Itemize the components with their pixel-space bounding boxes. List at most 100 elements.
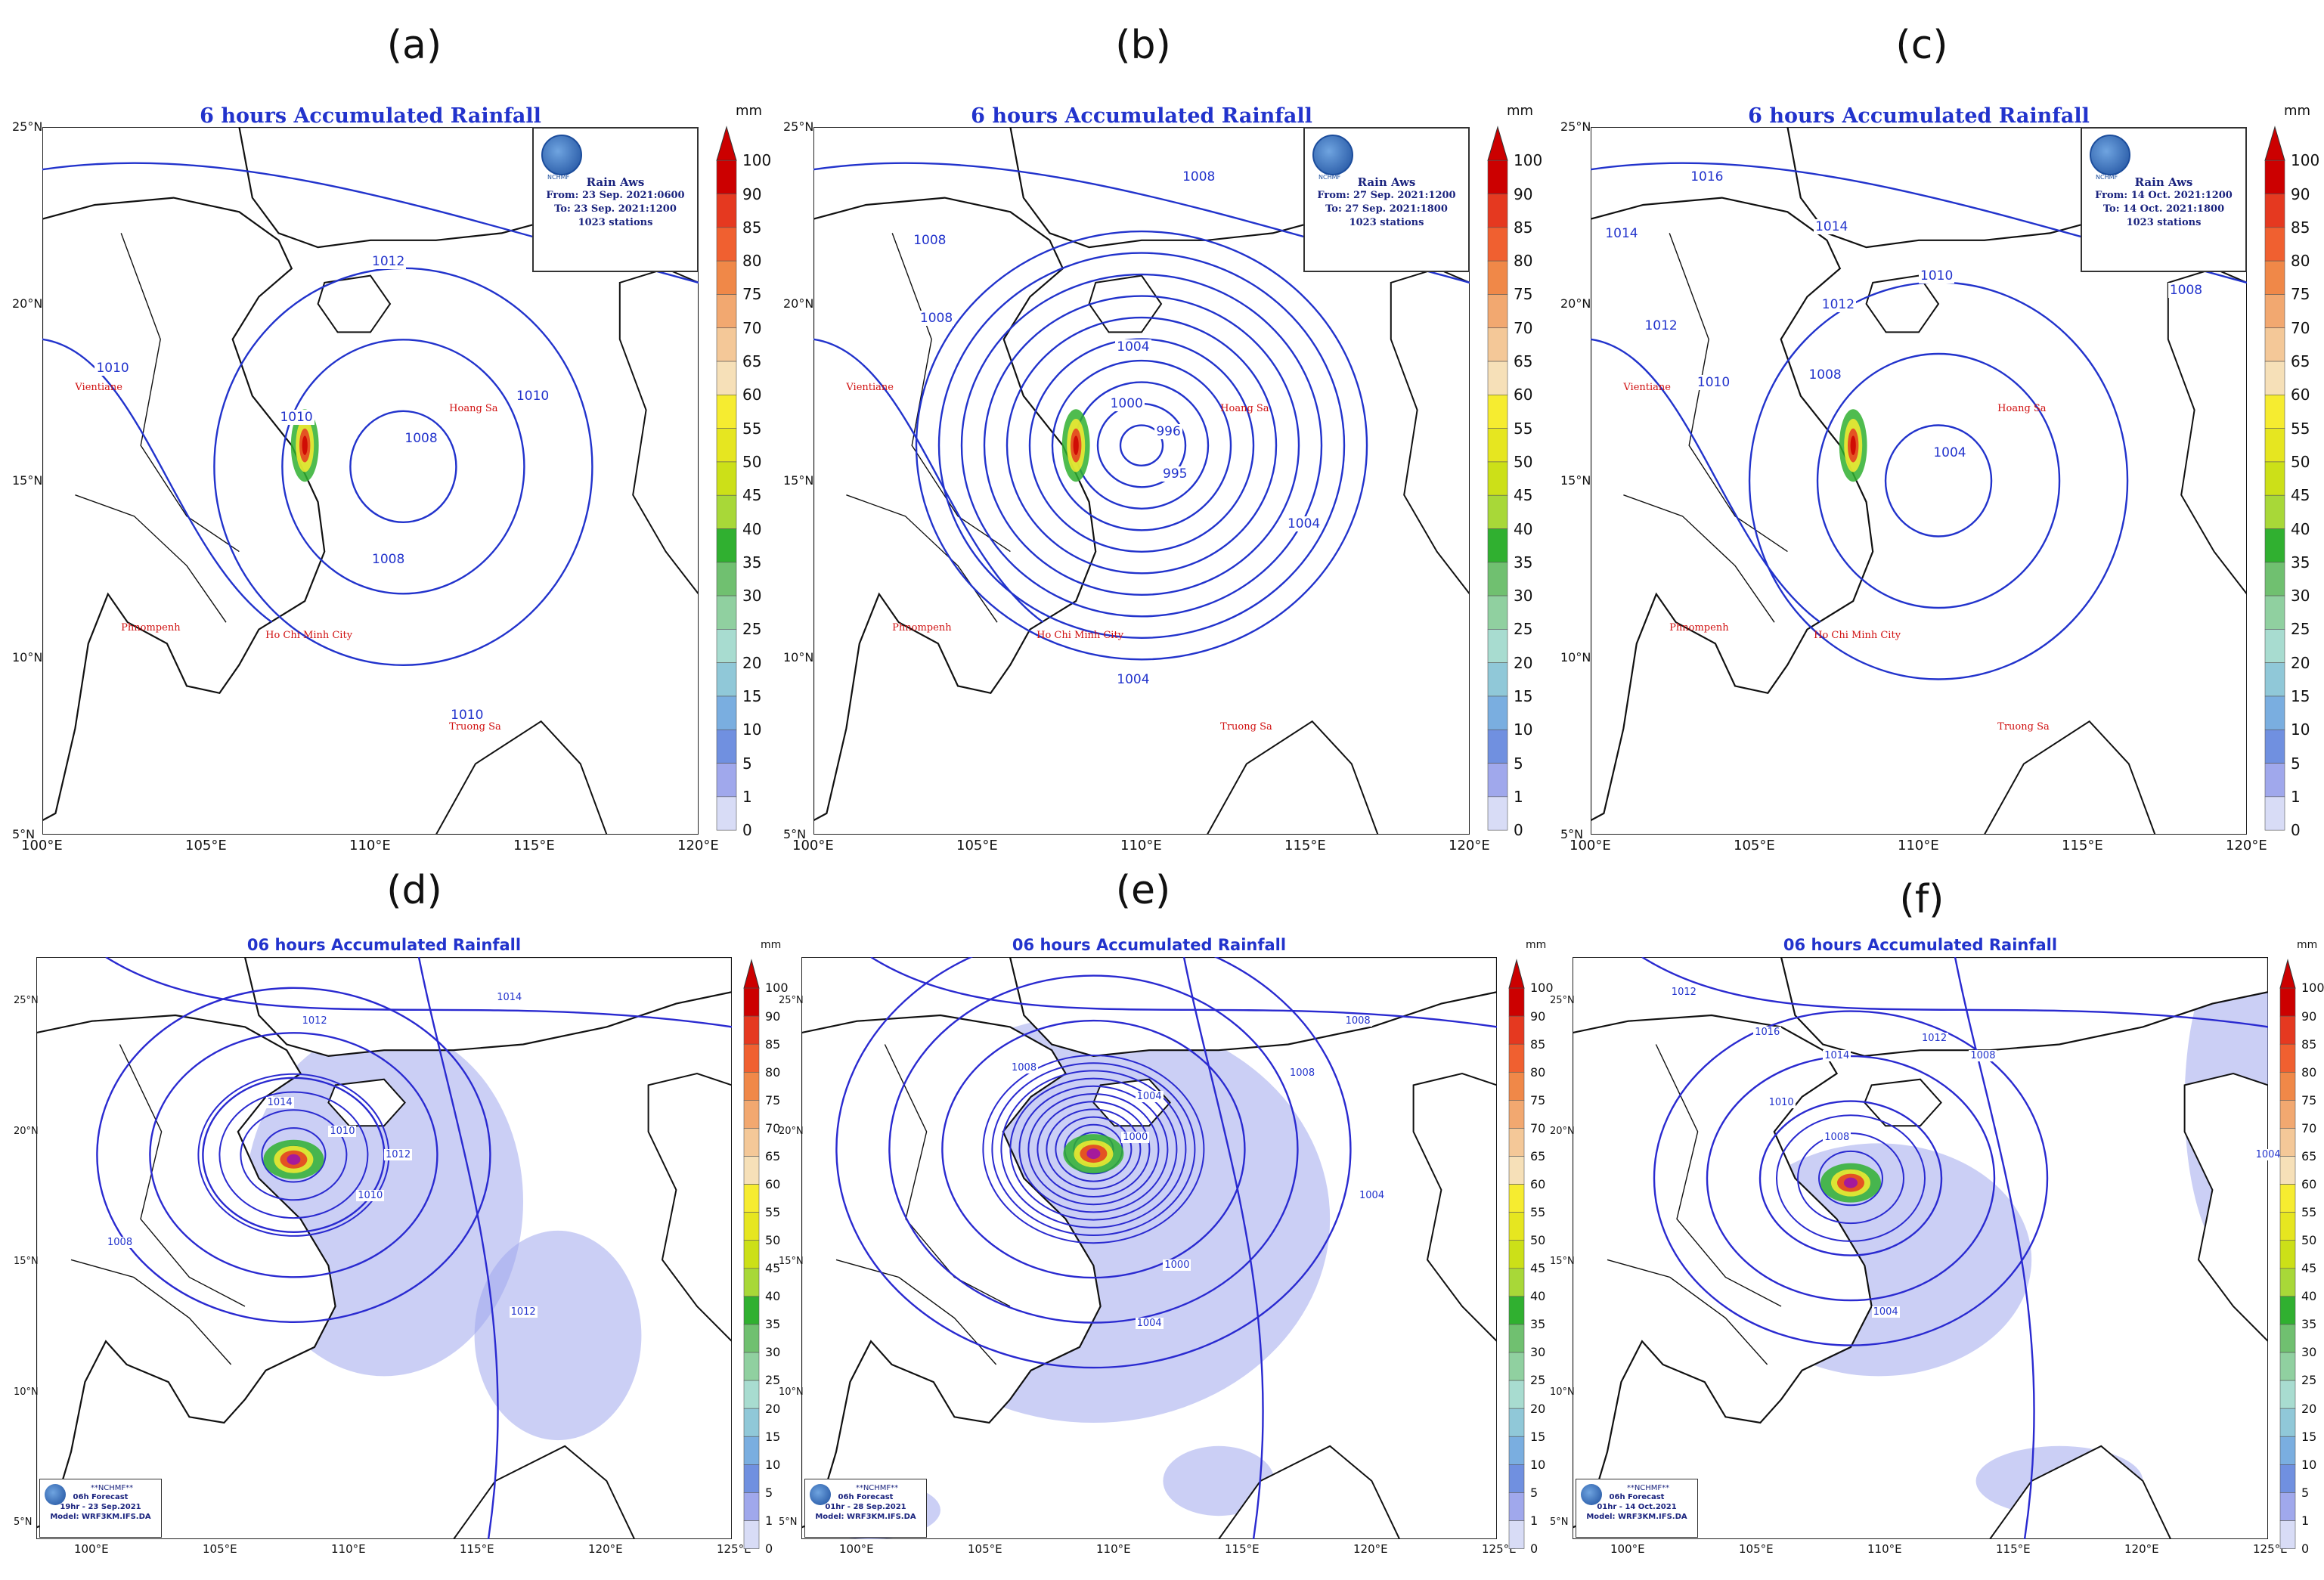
x-tick-label: 105°E (956, 838, 998, 854)
isobar-line (1000, 1070, 1187, 1228)
colorbar-segment (1487, 662, 1508, 697)
isobar-line (960, 273, 1323, 618)
isobar-label: 1004 (1358, 1190, 1387, 1201)
isobar-label: 1008 (1181, 169, 1217, 185)
figure-label-f: (f) (1899, 877, 1944, 922)
isobar-label: 1004 (1285, 516, 1322, 531)
y-tick-label: 10°N (779, 1386, 804, 1398)
colorbar-segment (1487, 528, 1508, 563)
isobar-line (1758, 1100, 1943, 1256)
colorbar-tick: 75 (742, 285, 762, 304)
logo-name: NCHMF (1318, 174, 1341, 181)
colorbar-tick: 70 (742, 318, 762, 337)
y-tick-label: 10°N (1550, 1386, 1575, 1398)
x-tick-label: 110°E (1096, 1542, 1131, 1556)
colorbar-tick: 20 (742, 653, 762, 672)
isobar-line (1119, 424, 1164, 467)
rain-core (1844, 1177, 1858, 1188)
x-tick-label: 115°E (1996, 1542, 2031, 1556)
colorbar-segment (2264, 160, 2285, 194)
colorbar-segment (1487, 395, 1508, 429)
colorbar-segment (1508, 1436, 1525, 1465)
isobar-label: 1004 (1871, 1306, 1900, 1318)
colorbar-segment (2264, 294, 2285, 329)
forecast-map (1573, 957, 2268, 1539)
colorbar-tick: 0 (1530, 1541, 1538, 1556)
colorbar-tick: 70 (1514, 318, 1533, 337)
isobar-label: 1014 (1814, 218, 1850, 234)
isobar-line (1816, 352, 2061, 609)
x-tick-label: 100°E (21, 838, 63, 854)
y-tick-label: 5°N (1560, 827, 1584, 841)
x-tick-label: 115°E (513, 838, 555, 854)
colorbar-tick: 60 (2291, 386, 2310, 404)
colorbar-segment (716, 194, 737, 228)
isobar-line (281, 339, 525, 595)
logo-name: NCHMF (547, 174, 570, 181)
period-from: From: 23 Sep. 2021:0600 (546, 190, 685, 201)
isobar-label: 1008 (1807, 367, 1843, 383)
isobar-label: 1016 (1689, 169, 1725, 185)
isobar-line (991, 1062, 1196, 1237)
x-tick-label: 100°E (74, 1542, 109, 1556)
colorbar-segment (1487, 260, 1508, 295)
colorbar-segment (716, 361, 737, 395)
isobar-line (1009, 1077, 1178, 1221)
source-title: Rain Aws (586, 175, 645, 189)
colorbar-segment (2279, 1100, 2296, 1129)
colorbar-segment (2279, 1464, 2296, 1493)
y-tick-label: 10°N (783, 650, 814, 665)
country-border (70, 1259, 232, 1365)
colorbar-tick: 45 (742, 486, 762, 505)
colorbar-segment (2279, 1043, 2296, 1073)
colorbar-tick: 45 (2291, 486, 2310, 505)
country-border (1655, 1044, 1782, 1307)
period-from: From: 14 Oct. 2021:1200 (2095, 190, 2233, 201)
colorbar-tick: 50 (765, 1233, 781, 1248)
colorbar-segment (1508, 1043, 1525, 1073)
source-title: Rain Aws (1357, 175, 1416, 189)
colorbar-segment (1487, 494, 1508, 529)
city-label: Ho Chi Minh City (1814, 629, 1901, 641)
station-info-box: NCHMF Rain Aws From: 14 Oct. 2021:1200 To: … (2081, 127, 2247, 272)
isobar-label: 1010 (328, 1126, 357, 1138)
colorbar-tick: 75 (1514, 285, 1533, 304)
period-to: To: 23 Sep. 2021:1200 (554, 203, 677, 215)
colorbar-segment (743, 1212, 760, 1241)
colorbar-segment (743, 1071, 760, 1101)
colorbar-tick: 5 (2301, 1485, 2310, 1500)
forecast-lead: 06h Forecast (73, 1493, 129, 1501)
colorbar-segment (743, 1436, 760, 1465)
isobar-label: 1004 (1932, 445, 1968, 461)
colorbar-segment (743, 1100, 760, 1129)
isobar-line (1028, 338, 1255, 553)
isobar-line (149, 1032, 438, 1278)
colorbar-segment (743, 1408, 760, 1437)
isobar-label: 1004 (1115, 671, 1151, 687)
colorbar-segment (2279, 1268, 2296, 1297)
colorbar-segment (1508, 1156, 1525, 1185)
colorbar-segment (716, 227, 737, 262)
colorbar-svg (1508, 959, 1525, 1549)
isobar-label: 1012 (300, 1015, 329, 1027)
colorbar-segment (2279, 1296, 2296, 1325)
colorbar-segment (1508, 1100, 1525, 1129)
colorbar-tick: 55 (765, 1205, 781, 1220)
colorbar-segment (1487, 428, 1508, 463)
y-tick-label: 15°N (783, 473, 814, 488)
colorbar-segment (716, 696, 737, 730)
country-border (120, 233, 240, 553)
isobar-label: 995 (1161, 466, 1189, 482)
x-tick-label: 115°E (1225, 1542, 1260, 1556)
colorbar-tick: 0 (2291, 821, 2301, 840)
city-label: Truong Sa (1997, 721, 2050, 733)
colorbar-segment (1487, 763, 1508, 798)
isobar-line (240, 1109, 348, 1201)
y-tick-label: 15°N (1560, 473, 1591, 488)
colorbar-segment (1508, 1492, 1525, 1521)
colorbar-tick: 100 (2301, 981, 2324, 996)
colorbar-segment (743, 1184, 760, 1213)
colorbar-segment (1487, 461, 1508, 496)
city-label: Vientiane (846, 381, 894, 393)
map-title: 6 hours Accumulated Rainfall (1748, 104, 2090, 128)
